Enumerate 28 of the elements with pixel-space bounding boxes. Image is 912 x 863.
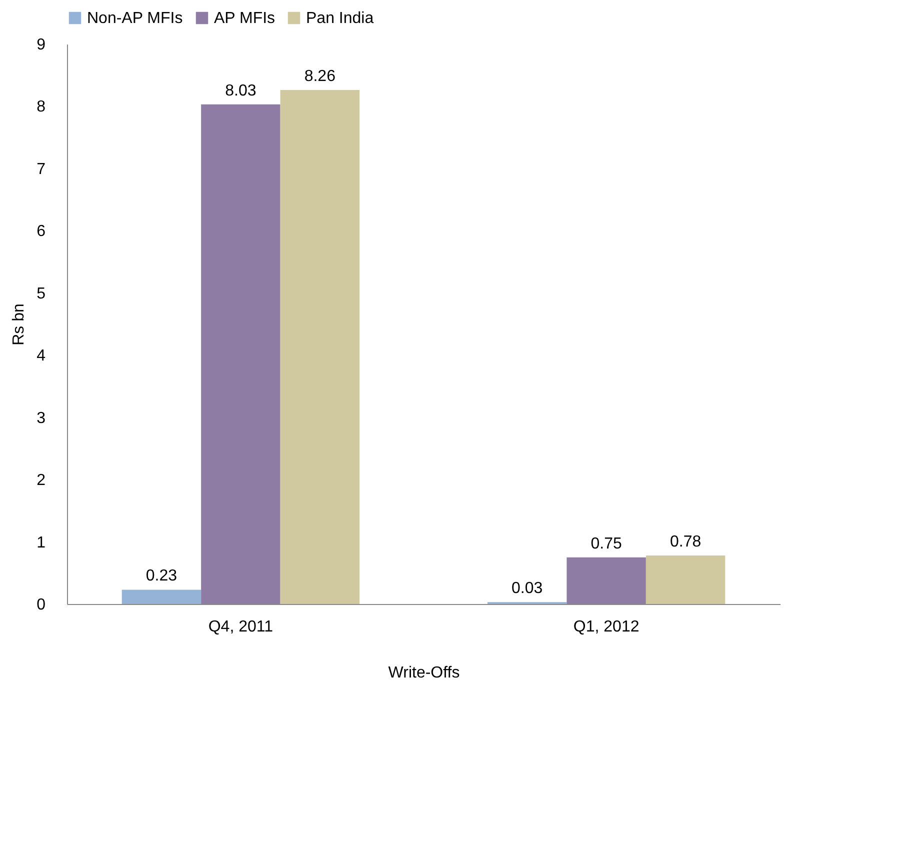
bar bbox=[122, 590, 202, 604]
y-tick-label: 8 bbox=[36, 98, 46, 116]
legend-label: Pan India bbox=[306, 10, 374, 27]
y-tick-label: 1 bbox=[36, 534, 46, 552]
data-label: 0.78 bbox=[670, 533, 702, 550]
data-label: 0.03 bbox=[512, 580, 543, 598]
y-axis-title: Rs bn bbox=[10, 304, 28, 346]
x-tick-label: Q1, 2012 bbox=[573, 618, 640, 636]
legend-label: AP MFIs bbox=[214, 10, 276, 27]
y-tick-label: 5 bbox=[36, 285, 46, 302]
data-label: 0.23 bbox=[146, 568, 178, 585]
x-tick-label: Q4, 2011 bbox=[208, 618, 274, 636]
legend-label: Non-AP MFIs bbox=[87, 10, 183, 27]
data-label: 0.75 bbox=[590, 535, 622, 552]
y-tick-label: 9 bbox=[36, 36, 46, 54]
bar bbox=[566, 557, 646, 604]
bar bbox=[201, 104, 280, 604]
y-tick-label: 6 bbox=[36, 223, 46, 240]
y-tick-label: 4 bbox=[36, 348, 46, 365]
y-tick-label: 3 bbox=[36, 410, 46, 427]
data-label: 8.03 bbox=[225, 82, 256, 100]
x-axis-title: Write-Offs bbox=[388, 664, 460, 682]
data-label: 8.26 bbox=[304, 68, 336, 86]
y-tick-label: 2 bbox=[36, 472, 46, 490]
y-tick-label: 7 bbox=[36, 160, 46, 178]
y-tick-label: 0 bbox=[36, 596, 46, 614]
bar bbox=[280, 90, 360, 604]
bar bbox=[646, 555, 726, 604]
